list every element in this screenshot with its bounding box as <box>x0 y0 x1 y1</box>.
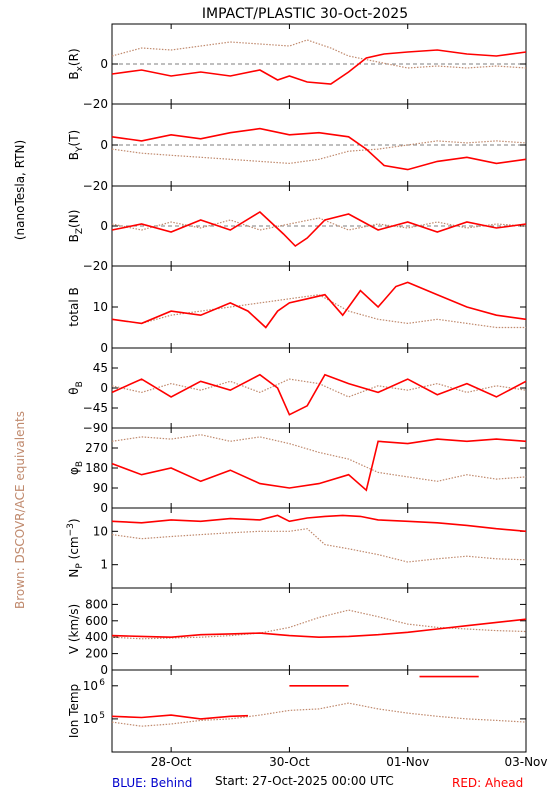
side-label-units: (nanoTesla, RTN) <box>13 140 27 240</box>
y-axis-label: Bx(R) <box>67 48 85 79</box>
y-tick-label: −20 <box>83 97 108 111</box>
x-axis: 28-Oct 30-Oct 01-Nov 03-Nov <box>151 755 548 769</box>
y-axis-label: NP (cm−3) <box>66 518 85 577</box>
y-axis-label: θB <box>67 381 85 395</box>
y-tick-label: 1 <box>100 558 108 572</box>
y-tick-label: 10 <box>83 712 98 726</box>
panel-5: 270 180 90 0 φB <box>67 427 527 515</box>
y-tick-label: −20 <box>83 259 108 273</box>
series-ahead-line <box>111 514 527 533</box>
y-axis-label: total B <box>67 287 81 327</box>
series-ahead-line <box>111 714 249 720</box>
y-tick-label: −90 <box>83 421 108 435</box>
series-brown-line <box>111 434 527 482</box>
y-tick-label: 0 <box>100 501 108 515</box>
y-tick-label: 10 <box>93 524 108 538</box>
series-ahead-line <box>111 281 527 329</box>
y-tick-label: 0 <box>100 663 108 677</box>
y-tick-label: −20 <box>83 179 108 193</box>
panel-frame <box>111 669 527 753</box>
y-axis-label: V (km/s) <box>67 604 81 654</box>
series-brown-line <box>111 609 527 640</box>
series-brown-line <box>111 702 527 727</box>
y-axis-label: BY(T) <box>67 130 85 160</box>
panel-frame <box>111 347 527 429</box>
y-tick-label: 200 <box>85 647 108 661</box>
y-tick-label: 10 <box>83 679 98 693</box>
chart-title: IMPACT/PLASTIC 30-Oct-2025 <box>202 6 408 22</box>
series-brown-line <box>111 378 527 398</box>
series-ahead-line <box>111 438 527 492</box>
y-tick-label-exponent: 6 <box>99 678 105 688</box>
panel-6: 10 1 NP (cm−3) <box>66 507 527 589</box>
y-tick-label: 0 <box>100 381 108 395</box>
series-ahead-line <box>111 373 527 416</box>
series-ahead-line <box>111 49 527 85</box>
series-brown-line <box>111 140 527 165</box>
y-tick-label: 0 <box>100 341 108 355</box>
y-axis-label: φB <box>67 461 85 475</box>
y-tick-label: 90 <box>93 481 108 495</box>
y-tick-label: 800 <box>85 597 108 611</box>
panel-7: 800 600 400 200 0 V (km/s) <box>67 587 527 677</box>
y-axis-label: BZ(N) <box>67 210 85 243</box>
series-brown-line <box>111 217 527 231</box>
panel-frame <box>111 265 527 349</box>
footer-behind-label: BLUE: Behind <box>112 776 192 790</box>
y-tick-label: 0 <box>100 138 108 152</box>
y-axis-label: Ion Temp <box>67 684 81 738</box>
x-tick-label: 03-Nov <box>504 755 547 769</box>
y-tick-label: 600 <box>85 614 108 628</box>
x-tick-label: 01-Nov <box>386 755 429 769</box>
footer-ahead-label: RED: Ahead <box>452 776 523 790</box>
y-tick-label: 0 <box>100 57 108 71</box>
x-tick-label: 28-Oct <box>151 755 192 769</box>
series-ahead-line <box>111 211 527 248</box>
series-ahead-line <box>111 618 527 639</box>
series-brown-line <box>111 294 526 329</box>
panel-3: 10 0 total B <box>67 265 527 355</box>
y-tick-label: −45 <box>83 401 108 415</box>
series-brown-line <box>111 528 527 563</box>
y-tick-label-exponent: 5 <box>99 711 105 721</box>
y-tick-label: 0 <box>100 219 108 233</box>
y-tick-label: 45 <box>93 361 108 375</box>
panel-4: 45 0 −45 −90 θB <box>67 347 527 435</box>
y-tick-label: 270 <box>85 441 108 455</box>
panel-frame <box>111 427 527 509</box>
panel-0: 0 −20 Bx(R) <box>67 23 527 111</box>
side-label-brown: Brown: DSCOVR/ACE equivalents <box>13 411 27 609</box>
series-brown-line <box>111 39 527 69</box>
y-tick-label: 10 <box>93 300 108 314</box>
footer-start-label: Start: 27-Oct-2025 00:00 UTC <box>215 774 394 788</box>
panel-1: 0 −20 BY(T) <box>67 103 527 193</box>
series-ahead-line <box>111 127 527 171</box>
y-tick-label: 180 <box>85 461 108 475</box>
panel-2: 0 −20 BZ(N) <box>67 185 527 273</box>
x-tick-label: 30-Oct <box>269 755 310 769</box>
y-tick-label: 400 <box>85 630 108 644</box>
